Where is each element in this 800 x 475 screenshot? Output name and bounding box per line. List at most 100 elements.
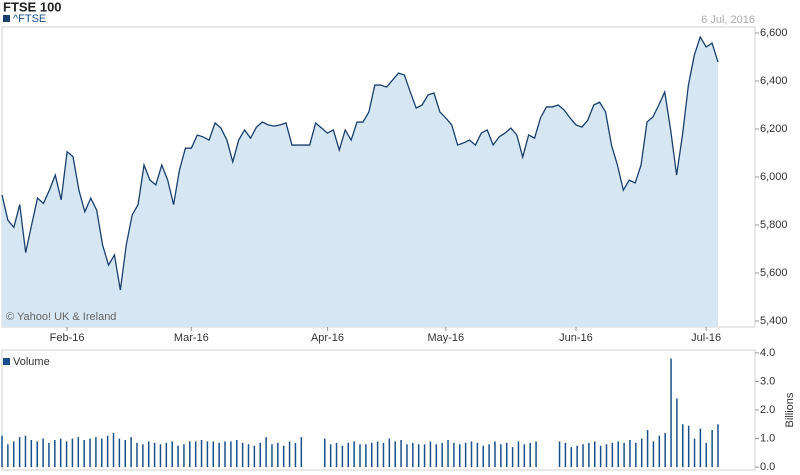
volume-bar	[376, 441, 379, 468]
legend-swatch	[3, 358, 10, 365]
volume-bar	[189, 441, 191, 468]
volume-bar	[488, 444, 490, 468]
volume-bar	[218, 442, 220, 468]
volume-bar	[576, 445, 578, 468]
volume-bar	[447, 440, 449, 468]
volume-bar	[588, 442, 590, 468]
volume-bar	[693, 438, 696, 468]
volume-bar	[370, 442, 373, 468]
volume-bar	[441, 442, 443, 468]
volume-bar	[658, 435, 661, 468]
volume-bar	[124, 440, 126, 468]
chart-title: FTSE 100	[3, 0, 62, 14]
volume-bar	[212, 441, 215, 468]
volume-bar	[500, 444, 502, 468]
volume-bar	[247, 444, 250, 468]
volume-bar	[329, 444, 332, 468]
volume-bar	[30, 440, 33, 468]
volume-bar	[118, 438, 121, 468]
volume-bar	[165, 442, 168, 468]
y-tick-label: 5,800	[760, 219, 788, 231]
volume-bar	[605, 444, 608, 468]
volume-bar	[535, 441, 537, 468]
y-tick-label: 1.0	[760, 432, 775, 444]
volume-bar	[682, 424, 684, 468]
x-tick-label: Apr-16	[311, 332, 344, 344]
volume-bar	[347, 442, 350, 468]
y-tick-label: 5,600	[760, 267, 788, 279]
volume-bar	[640, 438, 643, 468]
y-tick-label: 2.0	[760, 404, 775, 416]
volume-bar	[617, 441, 619, 468]
volume-bar	[112, 432, 115, 468]
volume-bar	[511, 447, 514, 468]
area-fill	[2, 37, 718, 327]
volume-bar	[147, 441, 150, 468]
volume-bar	[300, 437, 303, 468]
volume-bar	[646, 430, 649, 468]
volume-bar	[699, 428, 702, 468]
volume-bar	[24, 435, 27, 468]
volume-bar	[599, 445, 602, 468]
volume-bar	[83, 440, 85, 468]
volume-bar	[635, 442, 637, 468]
volume-bar	[335, 442, 338, 468]
volume-bar	[494, 441, 496, 468]
volume-bar	[353, 441, 355, 468]
volume-bar	[482, 445, 484, 468]
volume-bar	[476, 442, 479, 468]
y-tick-label: 0.0	[760, 461, 775, 473]
volume-bar	[1, 435, 3, 468]
y-tick-label: 4.0	[760, 347, 775, 359]
legend-label: Volume	[13, 356, 50, 368]
volume-bar	[464, 442, 467, 468]
volume-bar	[711, 430, 713, 468]
volume-bar	[570, 447, 573, 468]
price-line	[1, 35, 719, 291]
volume-bar	[294, 442, 297, 468]
legend-label: ^FTSE	[13, 13, 46, 25]
volume-bar	[130, 437, 132, 468]
volume-bar	[95, 437, 97, 468]
volume-bar	[136, 442, 138, 468]
volume-bar	[230, 441, 232, 468]
volume-bar	[206, 441, 209, 468]
volume-bar	[200, 440, 203, 468]
volume-bar	[359, 444, 361, 468]
volume-bar	[470, 441, 473, 468]
volume-bar	[101, 438, 103, 468]
x-tick-label: Mar-16	[174, 332, 209, 344]
volume-bar	[341, 445, 344, 468]
volume-bar	[388, 438, 391, 468]
x-tick-label: Jul-16	[691, 332, 721, 344]
y-tick-label: 6,600	[760, 27, 788, 39]
volume-bar	[406, 444, 408, 468]
volume-bar	[241, 442, 244, 468]
y-tick-label: 3.0	[760, 375, 775, 387]
x-tick-label: May-16	[427, 332, 464, 344]
x-tick-label: Feb-16	[50, 332, 85, 344]
volume-bar	[664, 432, 666, 468]
legend-swatch	[3, 15, 10, 22]
volume-bar	[400, 440, 402, 468]
volume-bar	[505, 442, 508, 468]
volume-bar	[594, 441, 596, 468]
volume-bar	[687, 425, 690, 468]
volume-bar	[652, 441, 655, 468]
volume-bar	[77, 437, 80, 468]
y-tick-label: 6,000	[760, 171, 788, 183]
volume-bar	[412, 442, 414, 468]
volume-bar	[271, 444, 273, 468]
volume-bar	[259, 442, 261, 468]
volume-bar	[459, 444, 461, 468]
volume-bar	[194, 441, 197, 468]
volume-bar	[564, 442, 567, 468]
volume-bar	[171, 441, 173, 468]
volume-bar	[517, 441, 520, 468]
volume-bar	[453, 442, 455, 468]
volume-bar	[429, 441, 432, 468]
x-tick-label: Jun-16	[559, 332, 593, 344]
volume-bar	[7, 444, 9, 468]
volume-bar	[159, 444, 162, 468]
